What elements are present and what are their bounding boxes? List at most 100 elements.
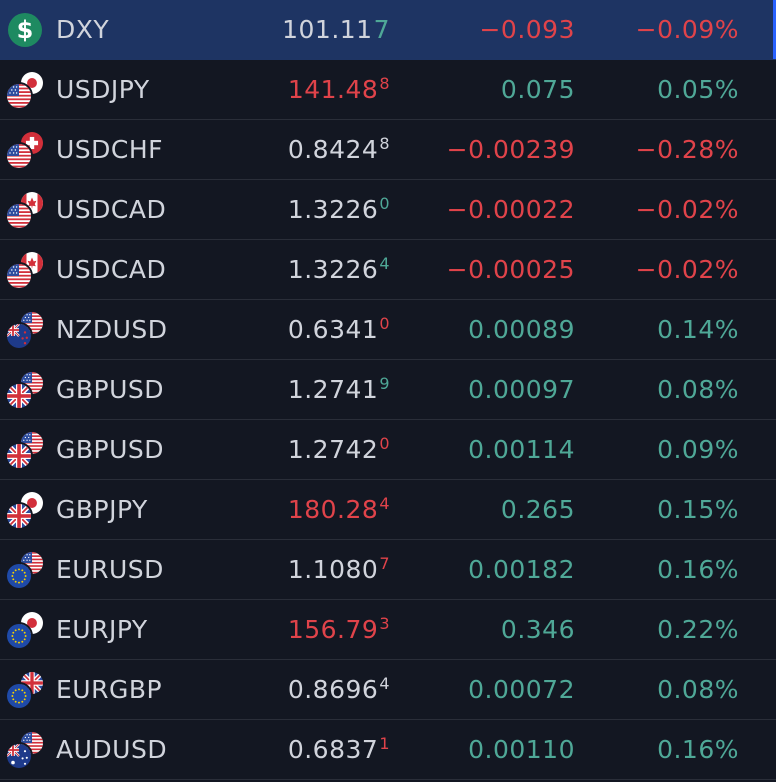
watchlist-row-eurgbp[interactable]: EURGBP 0.86964 0.00072 0.08% <box>0 660 776 720</box>
price-last-digit: 4 <box>379 254 390 273</box>
currency-pair-flags <box>5 70 45 110</box>
price-main: 1.3226 <box>287 255 379 284</box>
price-last-digit: 1 <box>379 734 390 753</box>
watchlist-row-dxy[interactable]: $ DXY 101.117 −0.093 −0.09% <box>0 0 776 60</box>
last-price: 0.86964 <box>288 660 390 722</box>
symbol-name: AUDUSD <box>56 735 168 764</box>
watchlist-row-audusd[interactable]: AUDUSD 0.68371 0.00110 0.16% <box>0 720 776 780</box>
price-change-percent: 0.22% <box>657 615 739 644</box>
symbol-name: USDCAD <box>56 255 167 284</box>
uk-flag-icon <box>5 442 33 470</box>
watchlist-row-usdjpy[interactable]: USDJPY 141.488 0.075 0.05% <box>0 60 776 120</box>
price-change: 0.00114 <box>468 435 575 464</box>
last-price: 141.488 <box>288 60 390 122</box>
price-main: 1.1080 <box>287 555 379 584</box>
price-main: 156.79 <box>287 615 379 644</box>
price-change: 0.00089 <box>468 315 575 344</box>
us-flag-icon <box>5 82 33 110</box>
watchlist-row-usdcad[interactable]: USDCAD 1.32264 −0.00025 −0.02% <box>0 240 776 300</box>
currency-pair-flags <box>5 490 45 530</box>
price-main: 180.28 <box>287 495 379 524</box>
price-main: 0.8424 <box>287 135 379 164</box>
uk-flag-icon <box>5 502 33 530</box>
currency-pair-flags <box>5 670 45 710</box>
price-change: 0.265 <box>500 495 575 524</box>
price-change: −0.00025 <box>446 255 575 284</box>
price-last-digit: 9 <box>379 374 390 393</box>
watchlist-row-nzdusd[interactable]: NZDUSD 0.63410 0.00089 0.14% <box>0 300 776 360</box>
price-change-percent: −0.02% <box>635 195 739 224</box>
last-price: 0.68371 <box>288 720 390 782</box>
watchlist-row-gbpusd[interactable]: GBPUSD 1.27419 0.00097 0.08% <box>0 360 776 420</box>
price-change: −0.093 <box>479 15 575 44</box>
price-change-percent: 0.05% <box>657 75 739 104</box>
price-last-digit: 8 <box>379 134 390 153</box>
price-main: 1.3226 <box>287 195 379 224</box>
currency-pair-flags <box>5 550 45 590</box>
price-change-percent: 0.16% <box>657 555 739 584</box>
price-change-percent: −0.28% <box>635 135 739 164</box>
watchlist-row-eurusd[interactable]: EURUSD 1.10807 0.00182 0.16% <box>0 540 776 600</box>
price-change: 0.00072 <box>468 675 575 704</box>
last-price: 1.27419 <box>288 360 390 422</box>
us-flag-icon <box>5 142 33 170</box>
us-flag-icon <box>5 262 33 290</box>
currency-pair-flags <box>5 610 45 650</box>
watchlist-row-gbpjpy[interactable]: GBPJPY 180.284 0.265 0.15% <box>0 480 776 540</box>
price-change: 0.346 <box>500 615 575 644</box>
watchlist-row-usdchf[interactable]: USDCHF 0.84248 −0.00239 −0.28% <box>0 120 776 180</box>
last-price: 1.27420 <box>288 420 390 482</box>
symbol-name: USDCAD <box>56 195 167 224</box>
currency-pair-flags <box>5 310 45 350</box>
price-main: 0.8696 <box>287 675 379 704</box>
price-change-percent: 0.08% <box>657 675 739 704</box>
currency-pair-flags <box>5 250 45 290</box>
symbol-name: USDCHF <box>56 135 164 164</box>
price-main: 0.6837 <box>287 735 379 764</box>
price-change-percent: 0.16% <box>657 735 739 764</box>
symbol-name: GBPJPY <box>56 495 148 524</box>
price-change-percent: 0.15% <box>657 495 739 524</box>
symbol-name: GBPUSD <box>56 435 165 464</box>
dollar-icon: $ <box>8 13 42 47</box>
symbol-name: USDJPY <box>56 75 150 104</box>
watchlist-row-eurjpy[interactable]: EURJPY 156.793 0.346 0.22% <box>0 600 776 660</box>
us-flag-icon <box>5 202 33 230</box>
symbol-name: EURJPY <box>56 615 148 644</box>
symbol-name: EURUSD <box>56 555 164 584</box>
last-price: 1.32264 <box>288 240 390 302</box>
price-change-percent: 0.14% <box>657 315 739 344</box>
price-last-digit: 0 <box>379 314 390 333</box>
price-change-percent: 0.08% <box>657 375 739 404</box>
price-last-digit: 3 <box>379 614 390 633</box>
last-price: 1.32260 <box>288 180 390 242</box>
watchlist-row-gbpusd[interactable]: GBPUSD 1.27420 0.00114 0.09% <box>0 420 776 480</box>
last-price: 0.63410 <box>288 300 390 362</box>
price-change-percent: −0.09% <box>635 15 739 44</box>
australia-flag-icon <box>5 742 33 770</box>
price-main: 1.2742 <box>287 435 379 464</box>
symbol-name: GBPUSD <box>56 375 165 404</box>
price-main: 0.6341 <box>287 315 379 344</box>
last-price: 101.117 <box>282 0 390 59</box>
currency-pair-flags <box>5 430 45 470</box>
currency-pair-flags <box>5 370 45 410</box>
last-price: 1.10807 <box>288 540 390 602</box>
price-main: 101.11 <box>282 15 373 44</box>
last-price: 0.84248 <box>288 120 390 182</box>
price-change: 0.00110 <box>468 735 575 764</box>
price-change: −0.00239 <box>446 135 575 164</box>
currency-pair-flags <box>5 130 45 170</box>
symbol-name: NZDUSD <box>56 315 168 344</box>
price-last-digit: 7 <box>379 554 390 573</box>
watchlist-row-usdcad[interactable]: USDCAD 1.32260 −0.00022 −0.02% <box>0 180 776 240</box>
price-main: 141.48 <box>287 75 379 104</box>
price-last-digit: 4 <box>379 494 390 513</box>
eu-flag-icon <box>5 682 33 710</box>
price-last-digit: 7 <box>373 15 390 44</box>
price-change: −0.00022 <box>446 195 575 224</box>
eu-flag-icon <box>5 622 33 650</box>
nz-flag-icon <box>5 322 33 350</box>
price-main: 1.2741 <box>287 375 379 404</box>
